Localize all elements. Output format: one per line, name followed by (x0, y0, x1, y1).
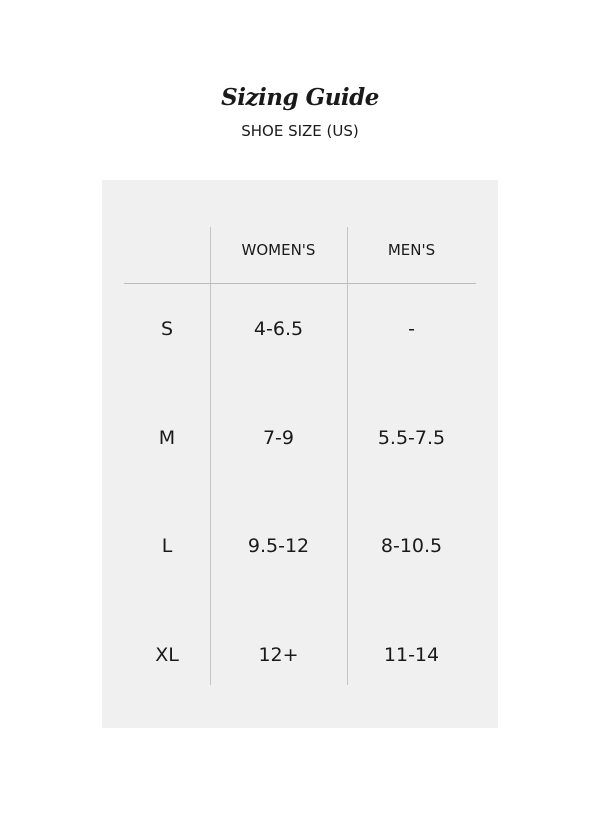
womens-size: 4-6.5 (253, 318, 304, 340)
header-divider (124, 283, 476, 284)
size-label: S (160, 318, 174, 340)
mens-size: 8-10.5 (380, 535, 443, 557)
header-womens: WOMEN'S (241, 241, 316, 259)
size-label: M (158, 427, 176, 449)
sizing-table: WOMEN'S MEN'S S 4-6.5 - M 7-9 5.5-7.5 L … (102, 180, 498, 728)
mens-size: 11-14 (383, 644, 440, 666)
size-label: L (161, 535, 173, 557)
womens-size: 12+ (258, 644, 299, 666)
mens-size: 5.5-7.5 (377, 427, 446, 449)
column-divider (347, 227, 348, 685)
womens-size: 9.5-12 (247, 535, 310, 557)
mens-size: - (408, 318, 415, 340)
header-mens: MEN'S (387, 241, 436, 259)
size-label: XL (155, 644, 179, 666)
column-divider (210, 227, 211, 685)
page-subtitle: SHOE SIZE (US) (241, 122, 359, 140)
womens-size: 7-9 (262, 427, 295, 449)
page-title: Sizing Guide (221, 84, 379, 111)
